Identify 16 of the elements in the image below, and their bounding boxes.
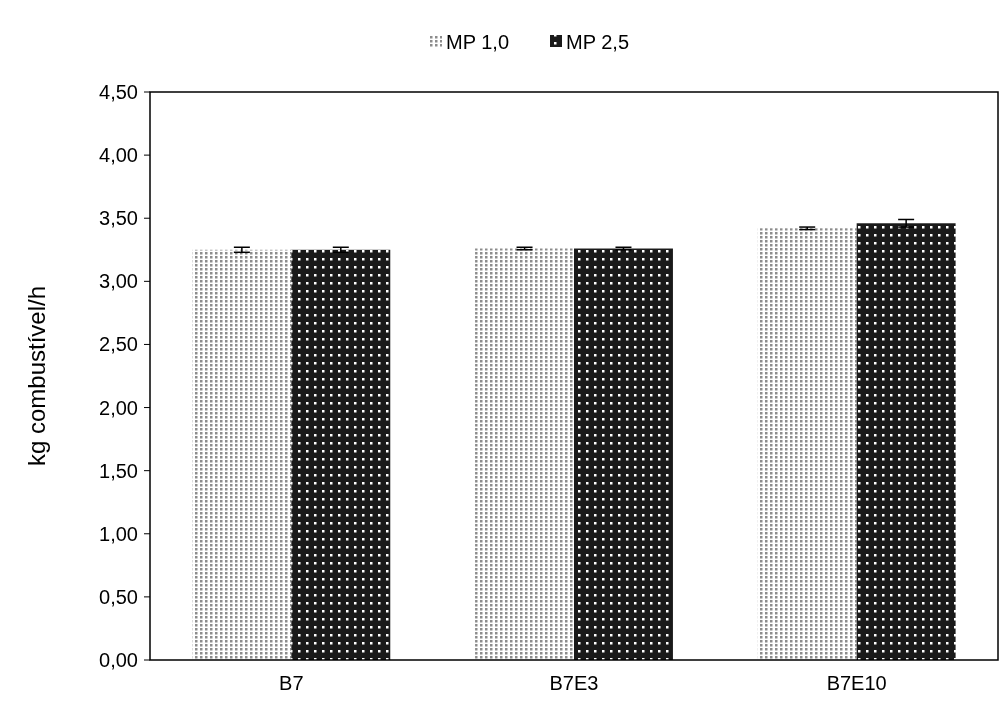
y-tick-label: 1,00 xyxy=(99,522,138,545)
y-axis-title: kg combustível/h xyxy=(23,285,50,467)
x-tick-label: B7E3 xyxy=(549,672,599,694)
x-tick-label: B7 xyxy=(279,672,304,694)
legend-label: MP 2,5 xyxy=(566,31,629,53)
y-tick-label: 2,00 xyxy=(99,396,138,419)
y-tick-label: 0,00 xyxy=(99,649,138,671)
y-tick-label: 2,50 xyxy=(99,333,138,356)
y-tick-label: 3,00 xyxy=(99,270,138,293)
legend-label: MP 1,0 xyxy=(446,31,509,53)
y-tick-label: 1,50 xyxy=(99,459,138,482)
y-tick-label: 0,50 xyxy=(99,585,138,608)
y-tick-label: 4,50 xyxy=(99,81,138,103)
x-tick-label: B7E10 xyxy=(826,672,887,694)
y-tick-label: 3,50 xyxy=(99,207,138,230)
y-tick-label: 4,00 xyxy=(99,144,138,167)
